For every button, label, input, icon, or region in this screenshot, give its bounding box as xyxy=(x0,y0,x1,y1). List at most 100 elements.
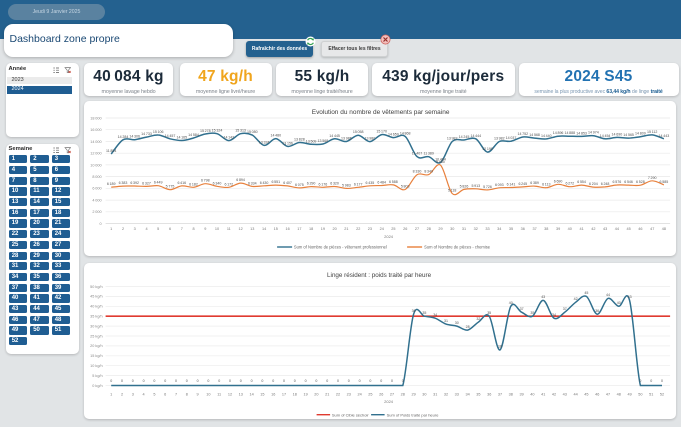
svg-text:0: 0 xyxy=(359,379,361,383)
svg-text:24: 24 xyxy=(358,392,362,396)
svg-text:28: 28 xyxy=(401,392,405,396)
svg-text:6: 6 xyxy=(165,392,167,396)
svg-text:48: 48 xyxy=(662,227,666,231)
svg-text:16: 16 xyxy=(271,392,275,396)
svg-text:7 290: 7 290 xyxy=(648,175,657,179)
svg-text:14 440: 14 440 xyxy=(541,133,552,137)
svg-text:38: 38 xyxy=(545,227,549,231)
svg-text:0: 0 xyxy=(640,379,642,383)
svg-text:6 248: 6 248 xyxy=(601,181,610,185)
svg-text:Sum of Nombre de pièces - vête: Sum of Nombre de pièces - vêtement profe… xyxy=(294,244,387,249)
svg-text:6 320: 6 320 xyxy=(331,181,340,185)
svg-text:23: 23 xyxy=(347,392,351,396)
svg-text:14 165: 14 165 xyxy=(177,135,188,139)
svg-text:11: 11 xyxy=(227,227,231,231)
svg-text:0: 0 xyxy=(381,379,383,383)
svg-text:0: 0 xyxy=(240,379,242,383)
svg-text:21: 21 xyxy=(345,227,349,231)
svg-text:15: 15 xyxy=(261,392,265,396)
svg-text:22: 22 xyxy=(356,227,360,231)
svg-text:6 182: 6 182 xyxy=(190,182,199,186)
svg-text:42: 42 xyxy=(552,392,556,396)
svg-text:43: 43 xyxy=(603,227,607,231)
svg-text:37: 37 xyxy=(533,227,537,231)
svg-text:14 245: 14 245 xyxy=(459,135,470,139)
svg-text:0: 0 xyxy=(337,379,339,383)
svg-text:0: 0 xyxy=(251,379,253,383)
svg-text:46: 46 xyxy=(639,227,643,231)
svg-text:45 kg/h: 45 kg/h xyxy=(91,295,103,299)
svg-text:6 334: 6 334 xyxy=(248,181,257,185)
svg-text:6 585: 6 585 xyxy=(660,179,669,183)
svg-text:5 803: 5 803 xyxy=(401,184,410,188)
svg-text:31: 31 xyxy=(444,319,448,323)
svg-text:34: 34 xyxy=(466,392,470,396)
svg-text:27: 27 xyxy=(415,227,419,231)
svg-text:18: 18 xyxy=(498,345,502,349)
svg-text:5: 5 xyxy=(158,227,160,231)
svg-text:13 982: 13 982 xyxy=(494,136,505,140)
svg-text:0: 0 xyxy=(175,379,177,383)
svg-text:14: 14 xyxy=(250,392,254,396)
svg-text:40 kg/h: 40 kg/h xyxy=(91,305,103,309)
svg-text:35: 35 xyxy=(477,392,481,396)
svg-text:6 000: 6 000 xyxy=(93,186,102,190)
svg-text:3: 3 xyxy=(132,392,134,396)
svg-text:15 058: 15 058 xyxy=(353,130,364,134)
svg-text:13 982: 13 982 xyxy=(447,136,458,140)
svg-text:40: 40 xyxy=(531,392,535,396)
svg-text:0: 0 xyxy=(273,379,275,383)
svg-text:28: 28 xyxy=(466,325,470,329)
svg-text:14 142: 14 142 xyxy=(224,135,235,139)
svg-text:0: 0 xyxy=(661,379,663,383)
svg-text:41: 41 xyxy=(541,392,545,396)
svg-text:6 546: 6 546 xyxy=(625,180,634,184)
svg-text:Evolution du nombre de vêtemen: Evolution du nombre de vêtements par sem… xyxy=(312,108,450,115)
svg-text:36: 36 xyxy=(412,309,416,313)
svg-text:14 752: 14 752 xyxy=(518,132,529,136)
svg-text:51: 51 xyxy=(649,392,653,396)
svg-text:0: 0 xyxy=(229,379,231,383)
svg-text:14 284: 14 284 xyxy=(118,134,129,138)
svg-text:11: 11 xyxy=(218,392,222,396)
svg-text:13 980: 13 980 xyxy=(365,136,376,140)
svg-text:14 443: 14 443 xyxy=(659,133,670,137)
svg-text:36: 36 xyxy=(596,309,600,313)
svg-text:6 176: 6 176 xyxy=(319,182,328,186)
svg-text:14 444: 14 444 xyxy=(471,133,482,137)
svg-text:2: 2 xyxy=(122,227,124,231)
svg-text:45: 45 xyxy=(585,392,589,396)
svg-text:25 kg/h: 25 kg/h xyxy=(91,334,103,338)
svg-text:9: 9 xyxy=(197,392,199,396)
svg-text:46: 46 xyxy=(595,392,599,396)
svg-text:10 000: 10 000 xyxy=(91,163,102,167)
svg-text:37: 37 xyxy=(520,307,524,311)
svg-text:32: 32 xyxy=(474,227,478,231)
svg-text:8: 8 xyxy=(186,392,188,396)
svg-text:14 868: 14 868 xyxy=(400,131,411,135)
svg-text:5 775: 5 775 xyxy=(166,184,175,188)
svg-text:15 106: 15 106 xyxy=(153,130,164,134)
svg-text:14 480: 14 480 xyxy=(271,133,282,137)
svg-text:36: 36 xyxy=(487,392,491,396)
svg-text:6 141: 6 141 xyxy=(507,182,516,186)
svg-text:5 983: 5 983 xyxy=(342,183,351,187)
svg-text:38: 38 xyxy=(509,392,513,396)
svg-text:11 407: 11 407 xyxy=(412,151,422,155)
svg-text:41: 41 xyxy=(580,227,584,231)
svg-text:30: 30 xyxy=(450,227,454,231)
svg-text:0: 0 xyxy=(219,379,221,383)
svg-text:42: 42 xyxy=(574,297,578,301)
svg-text:32: 32 xyxy=(477,317,481,321)
svg-text:6 340: 6 340 xyxy=(213,181,222,185)
svg-text:6 389: 6 389 xyxy=(531,181,540,185)
svg-text:0: 0 xyxy=(165,379,167,383)
svg-text:11 854: 11 854 xyxy=(106,149,116,153)
svg-text:29: 29 xyxy=(439,227,443,231)
svg-text:5 913: 5 913 xyxy=(472,183,481,187)
svg-text:6 407: 6 407 xyxy=(284,180,293,184)
svg-text:13: 13 xyxy=(239,392,243,396)
svg-text:6 416: 6 416 xyxy=(178,180,187,184)
svg-text:4: 4 xyxy=(143,392,145,396)
svg-text:0: 0 xyxy=(208,379,210,383)
